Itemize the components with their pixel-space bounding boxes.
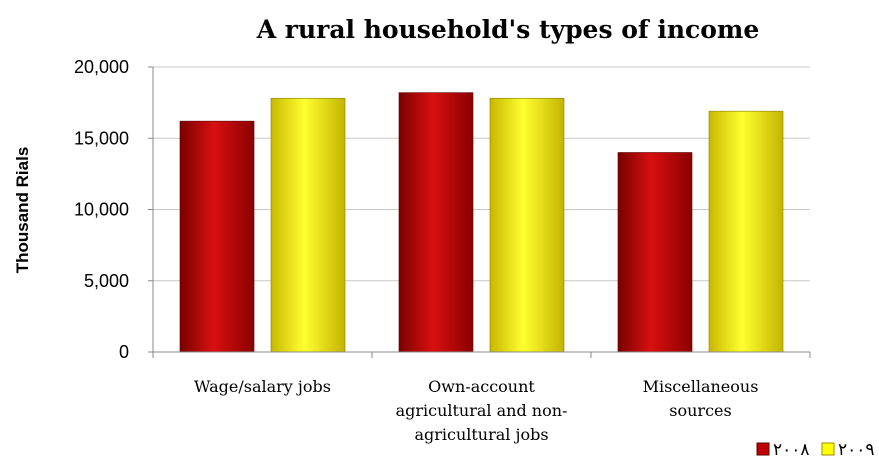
x-axis-labels: Wage/salary jobs Own-account agricultural … bbox=[194, 377, 758, 444]
legend-swatch bbox=[756, 442, 770, 456]
y-tick-label: 20,000 bbox=[74, 57, 129, 77]
bar-series0-cat0 bbox=[179, 120, 255, 353]
bar-series1-cat0 bbox=[270, 98, 346, 353]
y-tick-label: 10,000 bbox=[74, 200, 129, 220]
x-tick-label: agricultural and non- bbox=[396, 401, 568, 420]
bar-series0-cat1 bbox=[398, 92, 474, 353]
x-tick-label: Miscellaneous bbox=[643, 377, 759, 396]
bars bbox=[179, 92, 784, 353]
chart-title: A rural household's types of income bbox=[256, 15, 760, 44]
gridlines bbox=[153, 66, 810, 282]
y-tick-label: 15,000 bbox=[74, 128, 129, 148]
legend-swatch bbox=[821, 442, 835, 456]
y-axis-ticks: 0 5,000 10,000 15,000 20,000 bbox=[74, 57, 153, 362]
legend-label: ۲۰۰۸ bbox=[773, 440, 810, 460]
x-tick-label: sources bbox=[669, 401, 731, 420]
bar-series0-cat2 bbox=[617, 152, 693, 353]
bar-series1-cat2 bbox=[708, 110, 784, 353]
y-axis-label: Thousand Rials bbox=[13, 147, 32, 274]
axes bbox=[152, 67, 811, 358]
y-tick-label: 0 bbox=[119, 342, 129, 362]
legend-label: ۲۰۰۹ bbox=[838, 440, 875, 460]
x-tick-label: Wage/salary jobs bbox=[194, 377, 331, 396]
x-tick-label: agricultural jobs bbox=[414, 425, 548, 444]
x-tick-label: Own-account bbox=[428, 377, 535, 396]
legend: ۲۰۰۸ ۲۰۰۹ bbox=[756, 440, 875, 460]
bar-series1-cat1 bbox=[489, 98, 565, 353]
y-tick-label: 5,000 bbox=[84, 271, 129, 291]
